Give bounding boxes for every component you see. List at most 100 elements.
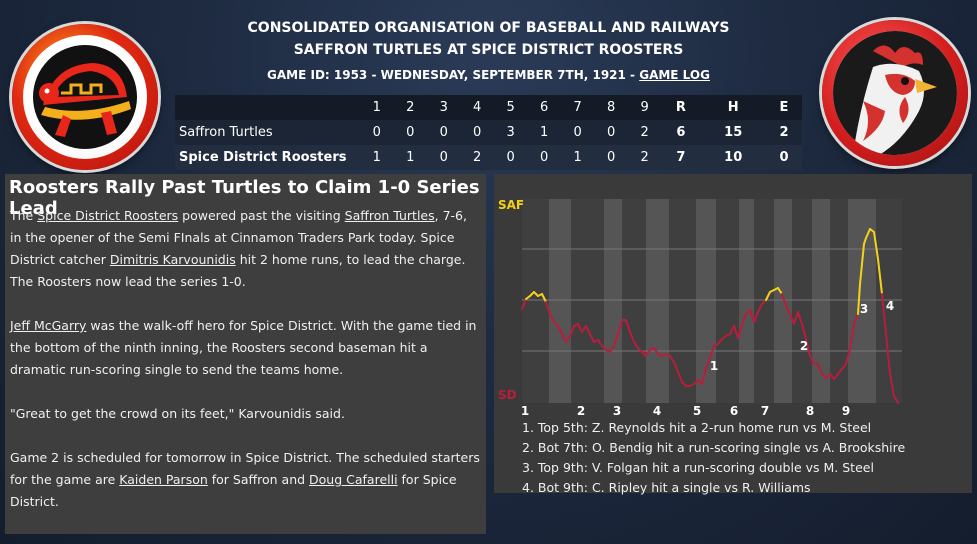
win-probability-segment [545,301,551,315]
inning-label: 6 [730,404,738,418]
event-marker: 3 [860,302,868,316]
win-probability-segment [585,325,591,335]
inning-score: 2 [627,145,662,170]
game-log-link[interactable]: GAME LOG [639,68,710,82]
col-header: 6 [527,95,561,120]
inning-band [739,199,754,403]
win-probability-segment [809,355,815,365]
win-probability-segment [777,287,783,295]
errors-total: 0 [765,145,802,170]
win-probability-segment [617,319,623,335]
col-header-runs: R [661,95,701,120]
home-team-link[interactable]: Spice District Roosters [37,208,179,223]
win-probability-segment [889,373,895,397]
col-header: 3 [426,95,461,120]
win-probability-segment [849,323,855,350]
inning-score: 1 [527,120,561,145]
text: for Saffron and [207,472,310,487]
team-column-header [175,95,360,120]
inning-band [646,199,669,403]
inning-band [812,199,830,403]
win-probability-segment [789,313,795,325]
away-team-link[interactable]: Saffron Turtles [344,208,435,223]
event-marker: 1 [710,359,718,373]
col-header: 1 [360,95,394,120]
table-row: Spice District Roosters 1 1 0 2 0 0 1 0 … [175,145,802,170]
home-team-name[interactable]: Spice District Roosters [175,145,360,170]
win-probability-segment [581,325,587,333]
win-probability-segment [565,335,571,343]
win-probability-segment [709,345,715,359]
text: The [10,208,38,223]
win-probability-segment [833,373,839,380]
inning-band [774,199,792,403]
win-probability-segment [753,311,759,323]
inning-band [848,199,876,403]
home-team-logo [822,20,968,166]
key-events-list: 1. Top 5th: Z. Reynolds hit a 2-run home… [522,418,905,498]
inning-score: 0 [493,145,528,170]
story-paragraph-3: "Great to get the crowd on its feet," Ka… [10,406,345,421]
inning-score: 0 [560,120,595,145]
win-probability-segment [633,341,639,349]
col-header: 8 [594,95,628,120]
win-probability-segment [805,338,811,357]
away-team-name[interactable]: Saffron Turtles [175,120,360,145]
win-probability-segment [749,309,755,323]
win-probability-segment [741,313,747,325]
win-probability-segment [793,311,799,325]
text: powered past the visiting [178,208,345,223]
inning-score: 0 [460,120,494,145]
win-probability-segment [625,319,631,333]
list-item: 2. Bot 7th: O. Bendig hit a run-scoring … [522,440,906,455]
player-link[interactable]: Doug Cafarelli [309,472,398,487]
win-probability-chart: SAF SD 1 2 3 4 1 2 3 4 5 6 7 8 9 [498,198,902,418]
win-probability-segment [653,347,659,355]
inning-label: 8 [806,404,814,418]
win-probability-segment [701,367,707,385]
story-paragraph-4: Game 2 is scheduled for tomorrow in Spic… [10,447,482,513]
win-probability-segment [729,325,735,335]
win-probability-segment [717,338,723,345]
inning-label: 7 [761,404,769,418]
home-axis-label: SD [498,388,517,402]
col-header: 2 [393,95,427,120]
text: for Spice District. [10,472,457,509]
player-link[interactable]: Kaiden Parson [119,472,208,487]
inning-label: 4 [653,404,661,418]
win-probability-segment [705,357,711,369]
win-probability-segment [863,237,867,245]
away-axis-label: SAF [498,198,524,212]
inning-score: 0 [426,120,461,145]
inning-label: 1 [521,404,529,418]
inning-label: 5 [693,404,701,418]
inning-band [604,199,622,403]
runs-total: 7 [661,145,701,170]
hits-total: 15 [700,120,766,145]
col-header-hits: H [700,95,766,120]
inning-label: 2 [577,404,585,418]
win-probability-panel: SAF SD 1 2 3 4 1 2 3 4 5 6 7 8 9 1. Top 5th: Z. Rey… [494,174,972,495]
box-score-header-row: 1 2 3 4 5 6 7 8 9 R H E [175,95,802,120]
player-link[interactable]: Dimitris Karvounidis [109,252,236,267]
col-header: 5 [493,95,528,120]
story-paragraph-2: Jeff McGarry was the walk-off hero for S… [10,315,482,381]
list-item: 3. Top 9th: V. Folgan hit a run-scoring … [522,460,874,475]
table-row: Saffron Turtles 0 0 0 0 3 1 0 0 2 6 15 2 [175,120,802,145]
win-probability-segment [561,333,567,343]
list-item: 1. Top 5th: Z. Reynolds hit a 2-run home… [522,420,872,435]
inning-score: 0 [360,120,394,145]
text: hit 2 home runs, to lead the charge. The… [10,252,466,289]
game-info-text: GAME ID: 1953 - WEDNESDAY, SEPTEMBER 7TH… [267,68,640,82]
win-probability-segment [885,333,891,375]
win-probability-segment [781,293,787,307]
win-probability-segment [841,363,847,370]
win-probability-segment [597,339,603,347]
text: Game 2 is scheduled for tomorrow in Spic… [10,450,480,487]
player-link[interactable]: Jeff McGarry [10,318,87,333]
game-info: GAME ID: 1953 - WEDNESDAY, SEPTEMBER 7TH… [175,68,802,82]
win-probability-segment [669,355,675,363]
errors-total: 2 [765,120,802,145]
inning-score: 1 [560,145,595,170]
inning-score: 2 [460,145,494,170]
